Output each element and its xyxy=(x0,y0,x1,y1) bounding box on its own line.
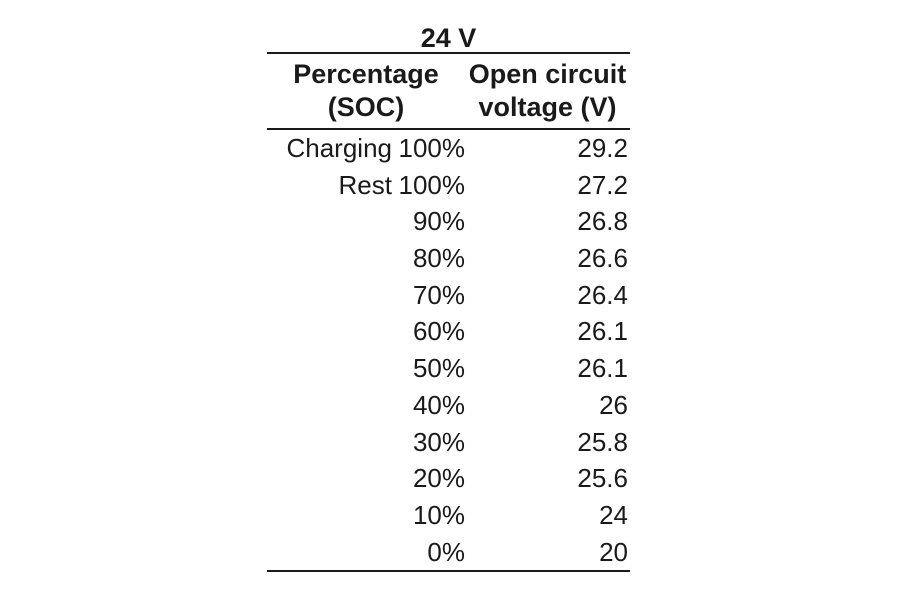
table-row: 40% 26 xyxy=(267,387,630,424)
cell-voltage: 26.4 xyxy=(577,279,628,310)
cell-voltage: 25.6 xyxy=(577,463,628,494)
cell-state xyxy=(267,350,392,387)
table-body: Charging 100% 29.2 Rest 100% 27.2 90% 26… xyxy=(267,130,630,573)
table-row: 60% 26.1 xyxy=(267,313,630,350)
cell-soc: 90% xyxy=(412,206,465,237)
cell-voltage: 29.2 xyxy=(577,133,628,163)
cell-state xyxy=(267,277,392,314)
cell-soc: 100% xyxy=(398,169,466,200)
cell-voltage: 20 xyxy=(599,536,628,567)
cell-state xyxy=(267,203,392,240)
cell-state xyxy=(267,497,392,534)
cell-state xyxy=(267,460,392,497)
cell-soc: 40% xyxy=(412,389,465,420)
cell-voltage: 25.8 xyxy=(577,426,628,457)
column-header-voltage-line1: Open circuit xyxy=(468,59,627,89)
cell-state xyxy=(267,240,392,277)
cell-voltage: 26.1 xyxy=(577,316,628,347)
table-row: 90% 26.8 xyxy=(267,203,630,240)
cell-soc: 70% xyxy=(412,279,465,310)
cell-soc: 20% xyxy=(412,463,465,494)
cell-soc: 100% xyxy=(398,133,466,163)
cell-state xyxy=(267,534,392,571)
cell-state xyxy=(267,313,392,350)
cell-voltage: 24 xyxy=(599,499,628,530)
column-header-voltage: Open circuit voltage (V) xyxy=(465,58,630,124)
column-header-soc: Percentage (SOC) xyxy=(267,58,465,124)
table-row: Charging 100% 29.2 xyxy=(267,130,630,167)
table-row: 10% 24 xyxy=(267,497,630,534)
column-header-soc-line1: Percentage xyxy=(293,59,439,89)
cell-voltage: 26.8 xyxy=(577,206,628,237)
table-header-row: Percentage (SOC) Open circuit voltage (V… xyxy=(267,54,630,130)
cell-voltage: 26.6 xyxy=(577,243,628,274)
table-row: 30% 25.8 xyxy=(267,424,630,461)
cell-voltage: 26.1 xyxy=(577,353,628,384)
table-row: 0% 20 xyxy=(267,534,630,571)
cell-soc: 30% xyxy=(412,426,465,457)
cell-soc: 50% xyxy=(412,353,465,384)
cell-voltage: 27.2 xyxy=(577,169,628,200)
cell-soc: 10% xyxy=(412,499,465,530)
cell-voltage: 26 xyxy=(599,389,628,420)
cell-state xyxy=(267,424,392,461)
cell-soc: 80% xyxy=(412,243,465,274)
battery-voltage-table: 24 V Percentage (SOC) Open circuit volta… xyxy=(267,22,630,573)
table-row: 50% 26.1 xyxy=(267,350,630,387)
cell-soc: 0% xyxy=(427,536,465,567)
cell-state: Rest xyxy=(338,169,392,200)
table-row: 20% 25.6 xyxy=(267,460,630,497)
table-row: Rest 100% 27.2 xyxy=(267,167,630,204)
table-row: 80% 26.6 xyxy=(267,240,630,277)
column-header-voltage-line2: voltage (V) xyxy=(478,92,617,122)
table-title: 24 V xyxy=(267,22,630,54)
cell-state xyxy=(267,387,392,424)
table-row: 70% 26.4 xyxy=(267,277,630,314)
cell-soc: 60% xyxy=(412,316,465,347)
column-header-soc-line2: (SOC) xyxy=(327,92,405,122)
cell-state: Charging xyxy=(286,133,392,163)
